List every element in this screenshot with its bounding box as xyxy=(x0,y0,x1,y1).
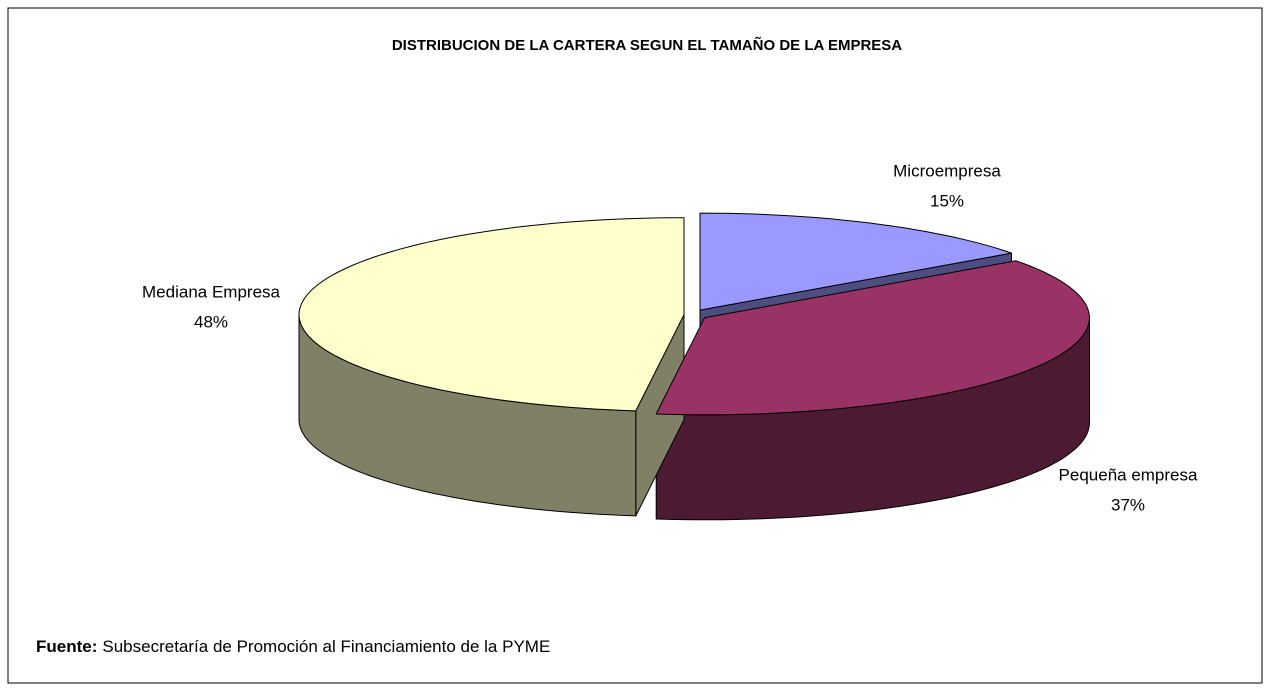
source-label: Fuente: xyxy=(36,637,97,656)
source-text: Subsecretaría de Promoción al Financiami… xyxy=(102,637,550,656)
slice-value-label: 15% xyxy=(930,191,964,210)
chart-title: DISTRIBUCION DE LA CARTERA SEGUN EL TAMA… xyxy=(392,36,902,54)
slice-value-label: 48% xyxy=(194,312,228,331)
pie-slice xyxy=(298,217,685,412)
slice-label: Microempresa xyxy=(893,161,1001,180)
pie-slice xyxy=(655,260,1090,416)
slice-value-label: 37% xyxy=(1111,495,1145,514)
pie-slice xyxy=(699,212,1012,311)
slice-label: Mediana Empresa xyxy=(142,282,281,301)
source-note: Fuente: Subsecretaría de Promoción al Fin… xyxy=(36,637,550,656)
slice-label: Pequeña empresa xyxy=(1059,465,1198,484)
